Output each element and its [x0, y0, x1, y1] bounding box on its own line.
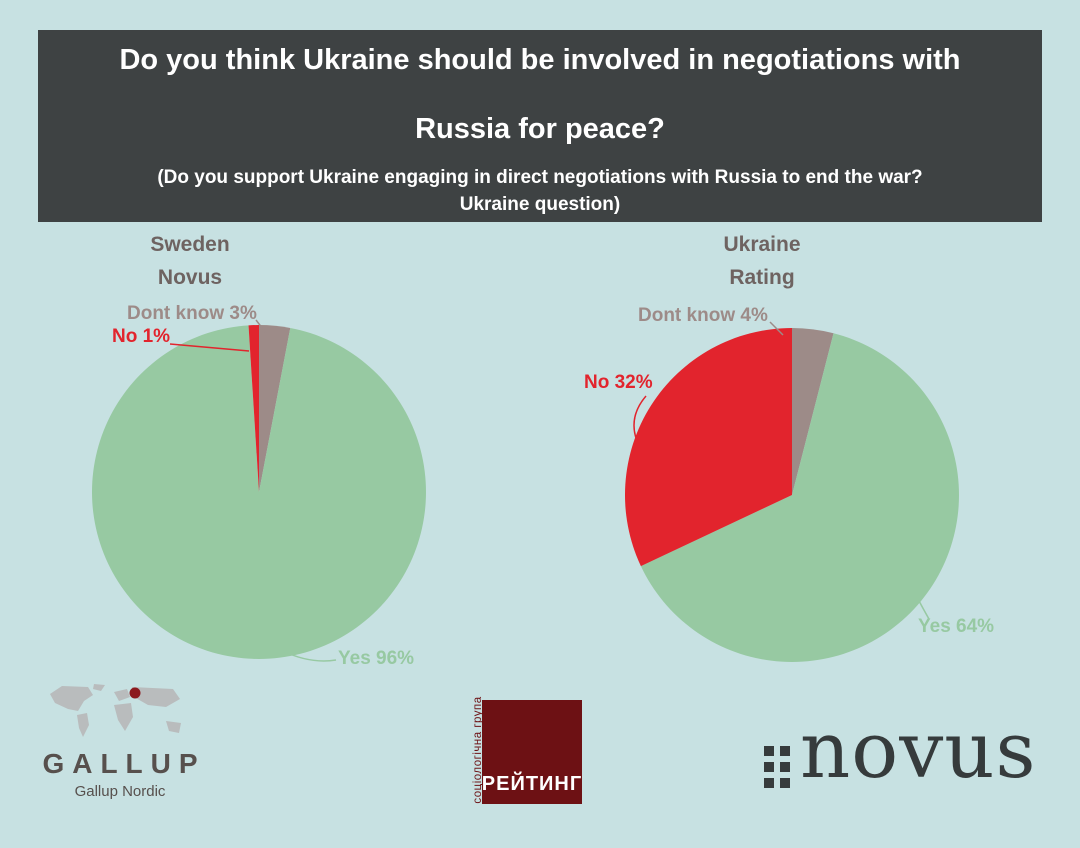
pie-chart-sweden [91, 325, 426, 660]
novus-wordmark: novus [800, 706, 1037, 796]
pie-slice-no [248, 325, 259, 492]
rating-wordmark: РЕЙТИНГ [481, 773, 583, 795]
callout-dontknow-sweden: Dont know 3% [127, 303, 257, 324]
country-label-sweden: Sweden [150, 233, 230, 256]
callout-no-ukraine: No 32% [584, 372, 653, 393]
pie-slice-dont-know [792, 328, 834, 495]
callout-yes-ukraine: Yes 64% [918, 616, 995, 637]
world-map-icon [50, 684, 181, 737]
callout-dontknow-ukraine: Dont know 4% [638, 305, 768, 326]
gallup-nordic-label: Gallup Nordic [74, 783, 166, 800]
question-subtitle-line1: (Do you support Ukraine engaging in dire… [157, 167, 923, 188]
question-title-line1: Do you think Ukraine should be involved … [119, 44, 961, 76]
gallup-wordmark: GALLUP [42, 748, 206, 779]
novus-logo: novus [764, 712, 1054, 802]
callout-yes-sweden: Yes 96% [338, 648, 415, 669]
pie-chart-ukraine [624, 328, 959, 663]
pollster-label-novus: Novus [157, 266, 223, 289]
question-subtitle-line2: Ukraine question) [459, 194, 621, 215]
country-label-ukraine: Ukraine [723, 233, 801, 256]
rating-logo: РЕЙТИНГ [482, 700, 582, 804]
pie-slice-yes [91, 325, 426, 660]
pollster-label-rating: Rating [729, 266, 795, 289]
pie-slice-dont-know [259, 325, 291, 492]
gallup-map-dot [129, 687, 141, 699]
pie-slice-yes [640, 333, 959, 663]
question-header: Do you think Ukraine should be involved … [38, 30, 1042, 222]
gallup-logo: GALLUP Gallup Nordic [24, 682, 216, 807]
chart-heading-sweden: Sweden Novus [80, 228, 300, 294]
novus-dots-icon [764, 746, 790, 788]
callout-no-sweden: No 1% [112, 326, 171, 347]
chart-heading-ukraine: Ukraine Rating [652, 228, 872, 294]
question-title-line2: Russia for peace? [415, 113, 665, 145]
pie-slice-no [624, 328, 792, 567]
